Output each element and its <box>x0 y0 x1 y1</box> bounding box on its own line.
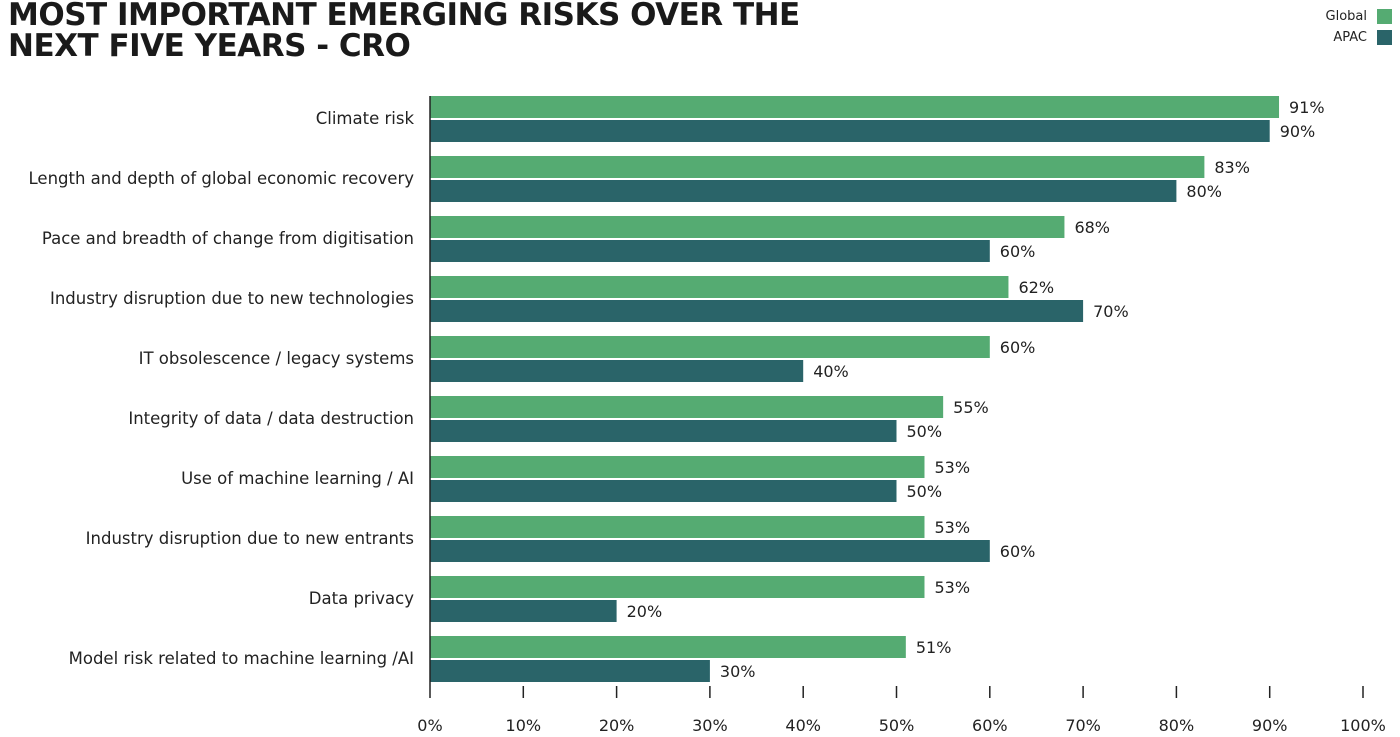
x-tick-label: 30% <box>692 716 728 735</box>
legend-item-apac: APAC <box>1326 27 1392 48</box>
x-tick-label: 0% <box>417 716 442 735</box>
bar-apac <box>430 660 710 682</box>
value-label-apac: 30% <box>720 662 756 681</box>
value-label-global: 53% <box>934 518 970 537</box>
bar-apac <box>430 420 897 442</box>
legend-label-apac: APAC <box>1333 30 1367 45</box>
legend-item-global: Global <box>1326 6 1392 27</box>
value-label-apac: 70% <box>1093 302 1129 321</box>
bar-global <box>430 276 1009 298</box>
value-label-global: 83% <box>1214 158 1250 177</box>
legend-swatch-apac <box>1377 30 1392 45</box>
value-label-apac: 50% <box>907 482 943 501</box>
x-tick-label: 80% <box>1159 716 1195 735</box>
legend-swatch-global <box>1377 9 1392 24</box>
value-label-apac: 90% <box>1280 122 1316 141</box>
x-tick-label: 50% <box>879 716 915 735</box>
bar-apac <box>430 480 897 502</box>
bar-global <box>430 456 925 478</box>
x-tick-label: 90% <box>1252 716 1288 735</box>
value-label-global: 62% <box>1018 278 1054 297</box>
value-label-apac: 50% <box>907 422 943 441</box>
value-label-apac: 60% <box>1000 242 1036 261</box>
category-label: Climate risk <box>316 109 415 128</box>
value-label-apac: 80% <box>1186 182 1222 201</box>
x-tick-label: 10% <box>506 716 542 735</box>
bar-apac <box>430 180 1177 202</box>
category-label: Industry disruption due to new technolog… <box>50 289 414 308</box>
category-label: Integrity of data / data destruction <box>128 409 414 428</box>
category-label: Pace and breadth of change from digitisa… <box>42 229 414 248</box>
x-tick-label: 20% <box>599 716 635 735</box>
bar-apac <box>430 540 990 562</box>
value-label-apac: 20% <box>627 602 663 621</box>
value-label-apac: 40% <box>813 362 849 381</box>
legend: Global APAC <box>1326 6 1392 48</box>
legend-label-global: Global <box>1325 9 1367 24</box>
bar-apac <box>430 600 617 622</box>
x-tick-label: 100% <box>1340 716 1386 735</box>
bar-global <box>430 576 925 598</box>
bar-global <box>430 636 906 658</box>
category-label: IT obsolescence / legacy systems <box>139 349 414 368</box>
value-label-apac: 60% <box>1000 542 1036 561</box>
value-label-global: 53% <box>934 458 970 477</box>
x-tick-label: 70% <box>1065 716 1101 735</box>
x-tick-label: 60% <box>972 716 1008 735</box>
bar-global <box>430 516 925 538</box>
bar-apac <box>430 300 1084 322</box>
value-label-global: 68% <box>1074 218 1110 237</box>
category-label: Model risk related to machine learning /… <box>69 649 414 668</box>
value-label-global: 53% <box>934 578 970 597</box>
bar-apac <box>430 360 804 382</box>
bar-apac <box>430 120 1270 142</box>
category-label: Use of machine learning / AI <box>181 469 414 488</box>
category-label: Length and depth of global economic reco… <box>29 169 415 188</box>
x-tick-label: 40% <box>785 716 821 735</box>
category-label: Industry disruption due to new entrants <box>86 529 414 548</box>
category-label: Data privacy <box>309 589 414 608</box>
bar-apac <box>430 240 990 262</box>
value-label-global: 60% <box>1000 338 1036 357</box>
bar-global <box>430 96 1280 118</box>
chart-title: MOST IMPORTANT EMERGING RISKS OVER THE N… <box>8 0 800 64</box>
value-label-global: 51% <box>916 638 952 657</box>
value-label-global: 91% <box>1289 98 1325 117</box>
bar-global <box>430 156 1205 178</box>
bar-global <box>430 216 1065 238</box>
bar-global <box>430 336 990 358</box>
bar-global <box>430 396 944 418</box>
value-label-global: 55% <box>953 398 989 417</box>
